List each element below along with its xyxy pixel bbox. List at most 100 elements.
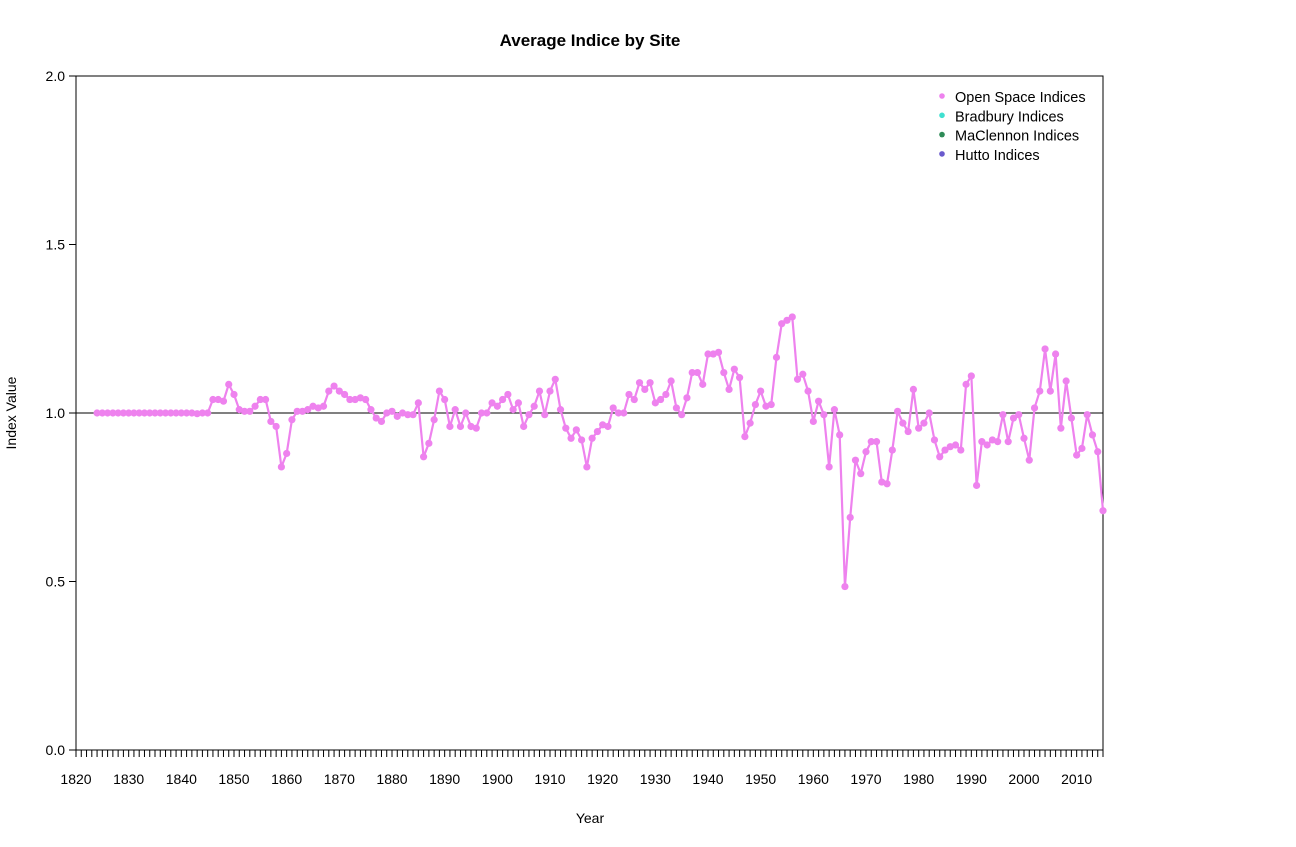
- data-point: [957, 446, 965, 454]
- data-point: [504, 390, 512, 399]
- data-point: [209, 395, 217, 404]
- data-point: [367, 406, 375, 414]
- data-point: [883, 480, 891, 488]
- data-point: [741, 432, 749, 441]
- data-point: [641, 385, 649, 394]
- data-point: [325, 387, 333, 395]
- data-point: [888, 446, 896, 454]
- data-point: [456, 422, 465, 431]
- x-tick-label: 1830: [113, 771, 144, 787]
- data-point: [193, 410, 201, 418]
- data-point: [1025, 456, 1033, 464]
- data-point: [251, 402, 259, 410]
- data-point: [651, 399, 659, 407]
- data-point: [530, 402, 538, 410]
- data-point: [925, 409, 933, 417]
- y-tick-label: 1.0: [46, 405, 66, 421]
- data-point: [541, 411, 549, 419]
- data-point: [693, 368, 702, 377]
- data-point: [1067, 414, 1075, 422]
- data-point: [140, 409, 149, 417]
- data-point: [830, 406, 839, 414]
- x-axis-label: Year: [576, 810, 605, 826]
- data-point: [562, 424, 570, 432]
- data-point: [894, 407, 902, 415]
- data-point: [973, 481, 981, 490]
- data-point: [951, 441, 960, 449]
- data-point: [667, 377, 675, 385]
- data-point: [435, 387, 443, 395]
- data-point: [114, 409, 122, 417]
- y-tick-label: 0.5: [46, 574, 66, 590]
- data-point: [699, 380, 707, 388]
- data-point: [362, 395, 370, 404]
- data-point: [104, 409, 112, 417]
- legend-label: Open Space Indices: [955, 90, 1086, 106]
- data-point: [672, 404, 681, 412]
- data-point: [319, 402, 328, 410]
- data-point: [451, 406, 459, 414]
- data-point: [772, 353, 781, 361]
- data-point: [593, 427, 602, 436]
- data-point: [825, 463, 833, 471]
- data-point: [156, 409, 164, 417]
- data-point: [409, 411, 417, 419]
- data-point: [1004, 438, 1012, 446]
- legend: Open Space Indices Bradbury Indices MaClen…: [939, 90, 1086, 164]
- data-point: [151, 409, 159, 417]
- data-point: [978, 438, 986, 446]
- data-point: [330, 382, 338, 390]
- data-point: [994, 438, 1002, 446]
- data-point: [820, 411, 828, 419]
- data-point: [999, 411, 1007, 419]
- x-tick-label: 1820: [60, 771, 91, 787]
- data-point: [551, 375, 559, 383]
- data-point: [930, 436, 939, 444]
- data-point: [609, 404, 617, 412]
- legend-marker: [939, 112, 945, 119]
- data-point: [98, 409, 106, 417]
- x-tick-label: 1930: [640, 771, 671, 787]
- data-point: [983, 441, 991, 449]
- chart-title: Average Indice by Site: [500, 31, 681, 50]
- data-point: [1099, 507, 1107, 515]
- data-point: [146, 409, 154, 417]
- data-point: [546, 387, 554, 395]
- data-point: [851, 456, 860, 464]
- data-point: [746, 419, 754, 427]
- data-point: [962, 380, 970, 388]
- data-point: [804, 387, 812, 395]
- data-point: [778, 320, 786, 328]
- data-point: [219, 397, 228, 405]
- data-point: [1094, 448, 1102, 456]
- x-tick-label: 1910: [534, 771, 565, 787]
- data-point: [388, 407, 396, 415]
- data-point: [899, 419, 907, 427]
- data-point: [783, 316, 791, 324]
- x-tick-label: 1850: [218, 771, 249, 787]
- data-point: [1041, 345, 1049, 353]
- data-point: [1062, 377, 1070, 385]
- x-tick-label: 1870: [324, 771, 355, 787]
- y-tick-label: 2.0: [46, 68, 66, 84]
- data-point: [246, 407, 254, 415]
- data-point: [1020, 434, 1028, 442]
- data-point: [425, 439, 433, 447]
- data-point: [556, 406, 565, 414]
- legend-label: Hutto Indices: [955, 148, 1040, 164]
- x-tick-label: 1860: [271, 771, 302, 787]
- legend-marker: [939, 93, 945, 99]
- data-point: [198, 409, 206, 417]
- x-tick-label: 1960: [798, 771, 829, 787]
- data-point: [614, 409, 623, 417]
- data-point: [93, 409, 101, 417]
- data-point: [509, 406, 517, 414]
- x-tick-label: 1890: [429, 771, 460, 787]
- data-point: [372, 414, 380, 422]
- data-point: [267, 417, 275, 426]
- x-tick-label: 1840: [166, 771, 197, 787]
- data-point: [915, 424, 923, 432]
- data-point: [272, 422, 280, 431]
- data-point: [225, 380, 233, 388]
- data-point: [578, 436, 586, 444]
